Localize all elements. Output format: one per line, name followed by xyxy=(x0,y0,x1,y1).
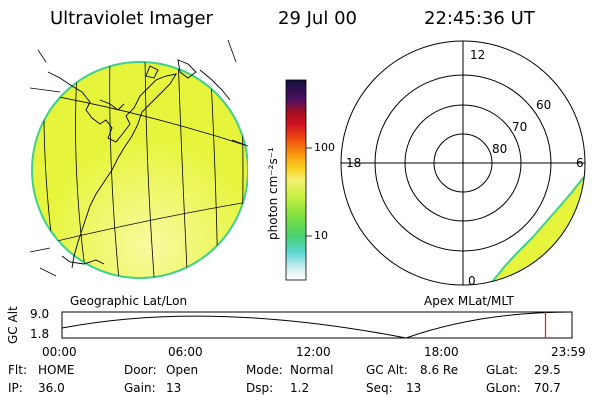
altitude-x-tick-0: 00:00 xyxy=(42,345,77,359)
glat-value: 29.5 xyxy=(534,363,561,377)
dsp-label: Dsp: xyxy=(246,381,274,395)
mode-value: Normal xyxy=(290,363,334,377)
altitude-frame xyxy=(61,311,573,339)
altitude-x-tick-3: 18:00 xyxy=(424,345,459,359)
mode-label: Mode: xyxy=(246,363,283,377)
polar-plot xyxy=(340,40,586,286)
geographic-panel-label: Geographic Lat/Lon xyxy=(70,294,188,308)
flt-label: Flt: xyxy=(8,363,27,377)
polar-mlt-18: 18 xyxy=(346,156,362,170)
page-title: Ultraviolet Imager xyxy=(50,8,213,29)
door-label: Door: xyxy=(124,363,157,377)
altitude-x-tick-4: 23:59 xyxy=(551,345,586,359)
grid-outside xyxy=(30,39,248,253)
seq-value: 13 xyxy=(406,381,422,395)
altitude-ylabel: GC Alt xyxy=(6,306,20,344)
seq-label: Seq: xyxy=(366,381,393,395)
altitude-curve xyxy=(61,311,573,339)
polar-mlt-0: 0 xyxy=(468,274,476,288)
ip-value: 36.0 xyxy=(38,381,65,395)
polar-lat-70: 70 xyxy=(512,120,528,134)
coastline xyxy=(39,59,231,277)
flt-value: HOME xyxy=(38,363,75,377)
altitude-plot xyxy=(61,311,573,339)
altitude-x-tick-1: 06:00 xyxy=(168,345,203,359)
colorbar-tick-10: 10 xyxy=(314,229,328,242)
gcalt-value: 8.6 Re xyxy=(420,363,459,377)
auroral-oval xyxy=(477,176,585,285)
door-value: Open xyxy=(166,363,199,377)
polar-mlt-12: 12 xyxy=(470,48,486,62)
polar-mlt-6: 6 xyxy=(576,156,584,170)
ip-label: IP: xyxy=(8,381,23,395)
dsp-value: 1.2 xyxy=(290,381,310,395)
colorbar-tick-100: 100 xyxy=(314,141,335,154)
polar-lat-80: 80 xyxy=(492,142,508,156)
color-bar xyxy=(285,79,307,281)
glat-label: GLat: xyxy=(486,363,519,377)
colorbar-unit-label: photon cm⁻²s⁻¹ xyxy=(266,147,280,240)
gain-value: 13 xyxy=(166,381,182,395)
altitude-x-tick-2: 12:00 xyxy=(296,345,331,359)
geographic-image xyxy=(30,39,248,279)
apex-panel-label: Apex MLat/MLT xyxy=(424,294,514,308)
gain-label: Gain: xyxy=(124,381,156,395)
glon-label: GLon: xyxy=(486,381,521,395)
polar-lat-60: 60 xyxy=(536,98,552,112)
earth-disk xyxy=(31,61,248,279)
time-label: 22:45:36 UT xyxy=(424,8,535,29)
altitude-y-top: 9.0 xyxy=(30,307,50,321)
altitude-y-bottom: 1.8 xyxy=(30,327,50,341)
gcalt-label: GC Alt: xyxy=(366,363,408,377)
glon-value: 70.7 xyxy=(534,381,561,395)
date-label: 29 Jul 00 xyxy=(278,8,357,29)
